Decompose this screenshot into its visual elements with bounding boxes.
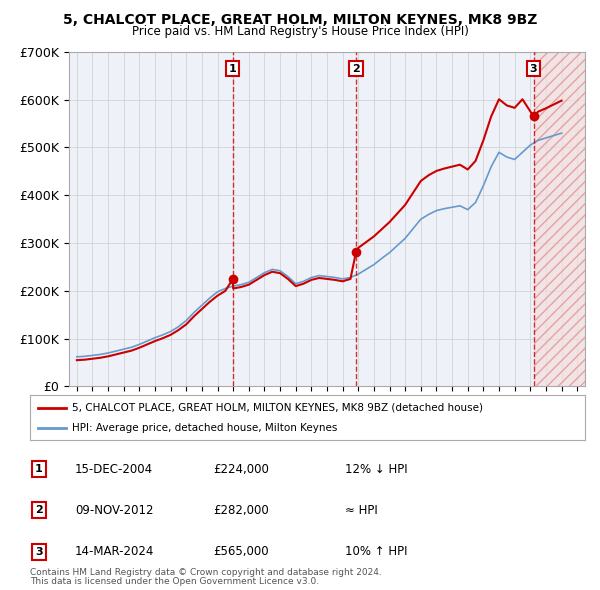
- Text: Price paid vs. HM Land Registry's House Price Index (HPI): Price paid vs. HM Land Registry's House …: [131, 25, 469, 38]
- Text: 10% ↑ HPI: 10% ↑ HPI: [345, 545, 407, 558]
- Text: £565,000: £565,000: [213, 545, 269, 558]
- Text: 1: 1: [229, 64, 236, 74]
- Text: 2: 2: [352, 64, 360, 74]
- Text: 3: 3: [530, 64, 538, 74]
- Text: £282,000: £282,000: [213, 504, 269, 517]
- Bar: [533, 52, 585, 386]
- Text: 5, CHALCOT PLACE, GREAT HOLM, MILTON KEYNES, MK8 9BZ: 5, CHALCOT PLACE, GREAT HOLM, MILTON KEY…: [63, 13, 537, 27]
- Text: 15-DEC-2004: 15-DEC-2004: [75, 463, 153, 476]
- Text: ≈ HPI: ≈ HPI: [345, 504, 378, 517]
- Text: 3: 3: [35, 547, 43, 556]
- Text: 12% ↓ HPI: 12% ↓ HPI: [345, 463, 407, 476]
- Text: £224,000: £224,000: [213, 463, 269, 476]
- Text: 1: 1: [35, 464, 43, 474]
- Text: 2: 2: [35, 506, 43, 515]
- Text: Contains HM Land Registry data © Crown copyright and database right 2024.: Contains HM Land Registry data © Crown c…: [30, 568, 382, 577]
- Text: 5, CHALCOT PLACE, GREAT HOLM, MILTON KEYNES, MK8 9BZ (detached house): 5, CHALCOT PLACE, GREAT HOLM, MILTON KEY…: [71, 403, 482, 412]
- Text: 09-NOV-2012: 09-NOV-2012: [75, 504, 154, 517]
- Text: HPI: Average price, detached house, Milton Keynes: HPI: Average price, detached house, Milt…: [71, 424, 337, 434]
- Text: This data is licensed under the Open Government Licence v3.0.: This data is licensed under the Open Gov…: [30, 578, 319, 586]
- Text: 14-MAR-2024: 14-MAR-2024: [75, 545, 154, 558]
